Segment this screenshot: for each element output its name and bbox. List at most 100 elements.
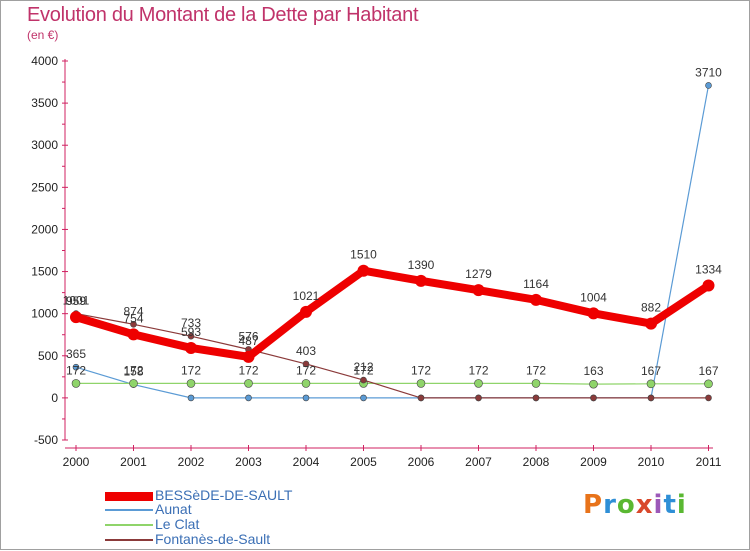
- data-label: 882: [641, 301, 661, 315]
- x-tick-label: 2003: [235, 455, 262, 469]
- legend-label: Aunat: [155, 501, 192, 517]
- data-label: 1164: [523, 277, 549, 291]
- y-tick-label: 0: [51, 391, 58, 405]
- data-point: [244, 379, 253, 388]
- legend-swatch: [105, 524, 153, 526]
- data-label: 3710: [695, 65, 722, 79]
- logo-letter: x: [635, 490, 654, 520]
- y-tick-label: 1500: [31, 265, 58, 279]
- proxiti-logo: Proxiti: [583, 490, 687, 520]
- x-tick-label: 2008: [523, 455, 550, 469]
- chart-subtitle: (en €): [27, 28, 59, 42]
- data-point: [302, 360, 310, 368]
- data-point: [590, 394, 597, 402]
- data-point: [531, 379, 541, 388]
- data-label: 1004: [580, 290, 607, 304]
- logo-letter: i: [653, 490, 664, 520]
- legend-label: Fontanès-de-Sault: [155, 531, 271, 547]
- data-label: 172: [526, 363, 546, 377]
- data-point: [242, 350, 255, 363]
- data-point: [129, 379, 138, 388]
- data-point: [130, 320, 137, 328]
- data-label: 403: [296, 344, 316, 358]
- legend-swatch: [105, 539, 153, 541]
- legend-label: Le Clat: [155, 516, 200, 532]
- data-point: [645, 317, 657, 330]
- series-line-2: [75, 382, 710, 385]
- data-label: 1279: [465, 267, 492, 281]
- legend-swatch: [105, 491, 153, 501]
- data-label: 576: [238, 329, 258, 343]
- chart-title: Evolution du Montant de la Dette par Hab…: [27, 4, 419, 26]
- data-label: 1510: [350, 248, 377, 262]
- data-point: [530, 293, 542, 306]
- logo-letter: o: [616, 490, 636, 520]
- data-label: 172: [353, 363, 373, 377]
- data-label: 754: [123, 311, 143, 325]
- data-point: [72, 363, 80, 371]
- series-line-1: [75, 84, 710, 399]
- logo-letter: t: [663, 490, 677, 520]
- data-label: 167: [641, 364, 661, 378]
- data-point: [127, 328, 140, 341]
- y-tick-label: 2000: [31, 222, 58, 236]
- y-tick-label: 2500: [31, 180, 58, 194]
- data-label: 172: [181, 363, 201, 377]
- data-label: 172: [411, 363, 431, 377]
- data-point: [300, 305, 312, 318]
- data-point: [360, 376, 367, 384]
- data-point: [474, 379, 483, 388]
- x-tick-label: 2000: [63, 455, 90, 469]
- data-point: [415, 274, 427, 287]
- x-tick-label: 2001: [120, 455, 147, 469]
- data-point: [705, 394, 712, 402]
- data-label: 158: [123, 365, 143, 379]
- x-tick-label: 2011: [696, 455, 722, 469]
- data-point: [532, 394, 540, 402]
- logo-letter: P: [583, 490, 604, 520]
- x-tick-label: 2010: [638, 455, 665, 469]
- data-point: [187, 332, 195, 340]
- data-point: [302, 394, 310, 402]
- data-point: [417, 394, 425, 402]
- data-point: [705, 82, 712, 89]
- data-point: [702, 279, 715, 292]
- legend-swatch: [105, 509, 153, 511]
- data-point: [186, 379, 196, 388]
- x-tick-label: 2006: [408, 455, 435, 469]
- data-label: 487: [238, 334, 258, 348]
- data-label: 167: [698, 364, 718, 378]
- y-tick-label: 3000: [31, 138, 58, 152]
- data-point: [475, 394, 482, 402]
- y-tick-label: 4000: [31, 54, 58, 68]
- data-label: 172: [238, 363, 258, 377]
- y-tick-label: 1000: [31, 307, 58, 321]
- series-line-0: [72, 266, 713, 361]
- x-tick-label: 2005: [350, 455, 377, 469]
- data-point: [357, 264, 370, 277]
- data-point: [245, 394, 252, 402]
- data-label: 733: [181, 316, 201, 330]
- y-tick-label: 500: [38, 349, 58, 363]
- data-label: 172: [123, 363, 143, 377]
- data-point: [646, 379, 656, 389]
- data-point: [301, 379, 311, 388]
- x-tick-label: 2009: [580, 455, 607, 469]
- data-point: [71, 379, 81, 388]
- x-tick-label: 2004: [293, 455, 320, 469]
- data-label: 163: [583, 364, 603, 378]
- data-point: [704, 379, 713, 389]
- x-tick-label: 2002: [178, 455, 205, 469]
- data-label: 172: [66, 363, 86, 377]
- data-point: [187, 394, 195, 402]
- data-label: 1390: [408, 258, 435, 272]
- data-point: [360, 394, 367, 402]
- data-label: 593: [181, 325, 201, 339]
- y-tick-label: 3500: [31, 96, 58, 110]
- data-point: [472, 284, 485, 297]
- data-point: [589, 379, 598, 389]
- data-label: 365: [66, 347, 86, 361]
- data-label: 172: [296, 363, 316, 377]
- data-label: 172: [468, 363, 488, 377]
